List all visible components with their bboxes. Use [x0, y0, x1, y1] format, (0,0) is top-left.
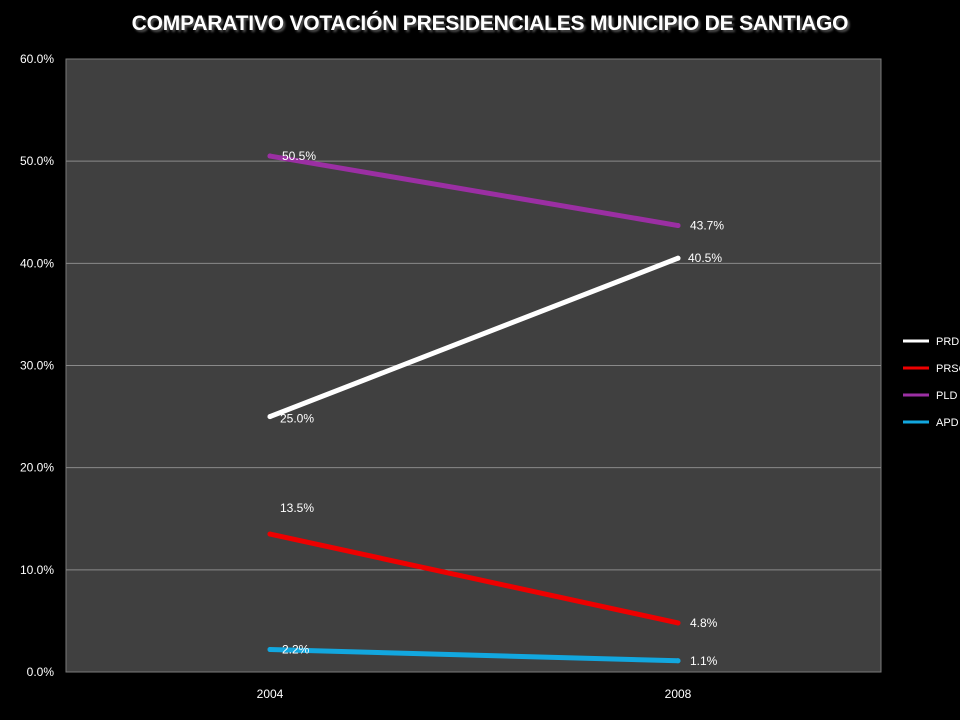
legend-label-pld: PLD	[936, 390, 957, 402]
data-label-prd: 25.0%	[280, 412, 314, 426]
data-point-prd	[267, 414, 273, 420]
x-tick-label: 2008	[665, 687, 692, 701]
y-tick-label: 0.0%	[27, 665, 55, 679]
data-label-prsc: 13.5%	[280, 501, 314, 515]
y-tick-label: 30.0%	[20, 359, 54, 373]
data-label-pld: 50.5%	[282, 149, 316, 163]
x-tick-label: 2004	[257, 687, 284, 701]
chart-title: COMPARATIVO VOTACIÓN PRESIDENCIALES MUNI…	[131, 12, 849, 35]
y-tick-label: 40.0%	[20, 256, 54, 270]
data-point-apd	[675, 658, 681, 664]
data-label-apd: 1.1%	[690, 654, 718, 668]
y-tick-label: 50.0%	[20, 154, 54, 168]
y-tick-label: 20.0%	[20, 461, 54, 475]
data-label-prsc: 4.8%	[690, 616, 718, 630]
data-point-prd	[675, 255, 681, 261]
y-tick-label: 60.0%	[20, 52, 54, 66]
legend-label-apd: APD	[936, 417, 959, 429]
data-label-prd: 40.5%	[688, 251, 722, 265]
legend-label-prsc: PRSC	[936, 363, 960, 375]
data-label-apd: 2.2%	[282, 643, 310, 657]
data-point-pld	[675, 223, 681, 229]
data-point-prsc	[267, 531, 273, 537]
series-line-prd	[267, 255, 681, 420]
series-line-apd	[267, 647, 681, 664]
series-line-prsc	[267, 531, 681, 626]
data-point-prsc	[675, 620, 681, 626]
legend-label-prd: PRD	[936, 336, 959, 348]
data-point-pld	[267, 153, 273, 159]
series-line-pld	[267, 153, 681, 229]
data-point-apd	[267, 647, 273, 653]
data-label-pld: 43.7%	[690, 219, 724, 233]
y-tick-label: 10.0%	[20, 563, 54, 577]
